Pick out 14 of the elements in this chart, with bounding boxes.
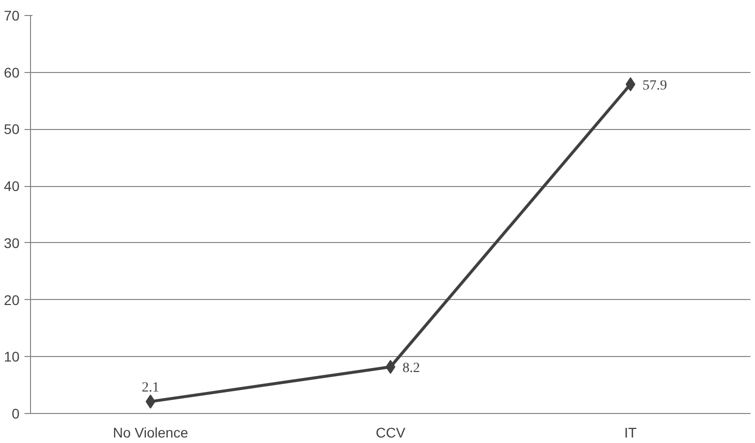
y-tick-label: 0 [12, 406, 20, 422]
y-tick-label: 50 [4, 121, 20, 138]
x-tick-label: CCV [376, 424, 406, 440]
y-tick-label: 10 [4, 348, 20, 365]
y-tick-label: 70 [4, 8, 20, 24]
data-label: 57.9 [642, 78, 667, 94]
y-tick-label: 30 [4, 234, 20, 251]
x-tick-label: No Violence [112, 424, 188, 440]
data-label: 8.2 [402, 360, 420, 376]
y-tick-label: 40 [4, 178, 20, 194]
data-label: 2.1 [142, 380, 160, 396]
y-tick-label: 60 [4, 64, 20, 80]
x-tick-label: IT [624, 424, 638, 440]
y-tick-label: 20 [4, 292, 20, 308]
